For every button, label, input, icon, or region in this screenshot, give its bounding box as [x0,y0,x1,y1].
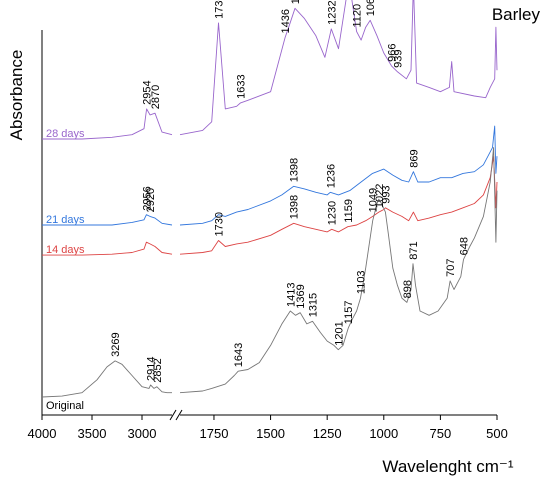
series-layer [41,0,498,398]
peak-label: 1413 [285,283,297,307]
x-tick-label: 1250 [313,426,342,441]
peak-label: 648 [459,237,471,255]
peak-label: 1049 [368,188,380,212]
peak-label: 2870 [150,85,162,109]
peak-label: 2914 [146,357,158,381]
peak-label: 1022 [374,184,386,208]
peak-label: 1398 [289,195,301,219]
x-tick-label: 4000 [28,426,57,441]
y-axis-title: Absorbance [7,50,26,141]
peak-labels: 1730163314361392123211531120106096693986… [110,0,470,383]
peak-label: 1157 [343,301,355,325]
axes [41,30,497,421]
x-tick-label: 1750 [200,426,229,441]
x-tick-label: 750 [430,426,452,441]
series-line-original-fingerprint [179,147,498,394]
peak-label: 1232 [326,0,338,24]
series-label-28-days: 28 days [46,128,85,140]
series-line-28-days-fingerprint [179,0,498,136]
x-tick-label: 3000 [128,426,157,441]
series-line-21-days-fingerprint [179,125,498,226]
x-tick-label: 500 [486,426,508,441]
chart-title: Barley [492,5,541,24]
series-label-21-days: 21 days [46,214,85,226]
peak-label: 2954 [142,80,154,104]
peak-label: 2852 [152,358,164,382]
peak-label: 1236 [325,164,337,188]
series-line-14-days-fingerprint [179,155,498,255]
series-labels: 28 days 21 days 14 days Original [46,128,85,412]
peak-label: 1730 [214,212,226,236]
peak-label: 1436 [280,9,292,33]
x-tick-label: 3500 [78,426,107,441]
peak-label: 898 [402,280,414,298]
series-line-28-days-high [42,108,173,140]
peak-label: 3269 [110,332,122,356]
x-axis-title: Wavelenght cm⁻¹ [382,457,513,476]
peak-label: 869 [408,149,420,167]
peak-label: 993 [380,185,392,203]
peak-label: 2956 [141,186,153,210]
series-line-21-days-high [42,214,173,226]
series-label-original: Original [46,400,84,412]
series-label-14-days: 14 days [46,244,85,256]
peak-label: 1315 [308,293,320,317]
peak-label: 1201 [333,321,345,345]
peak-label: 1230 [327,201,339,225]
peak-label: 1103 [356,270,368,294]
peak-label: 939 [393,50,405,68]
peak-label: 1159 [343,199,355,223]
peak-label: 1633 [236,74,248,98]
series-line-14-days-high [42,241,173,256]
peak-label: 1060 [365,0,377,16]
peak-label: 966 [387,44,399,62]
peak-label: 1730 [214,0,226,19]
peak-label: 1398 [289,158,301,182]
x-ticks: 4000 3500 3000 1750 1500 1250 1000 750 500 [28,415,508,441]
peak-label: 707 [445,259,457,277]
axis-break-marks [169,409,183,421]
peak-label: 2920 [145,188,157,212]
peak-label: 1120 [352,4,364,28]
x-tick-label: 1500 [256,426,285,441]
x-tick-label: 1000 [369,426,398,441]
peak-label: 871 [408,241,420,259]
peak-label: 1643 [233,343,245,367]
series-line-original-high [41,360,172,398]
peak-label: 1392 [290,0,302,4]
peak-label: 1369 [295,284,307,308]
